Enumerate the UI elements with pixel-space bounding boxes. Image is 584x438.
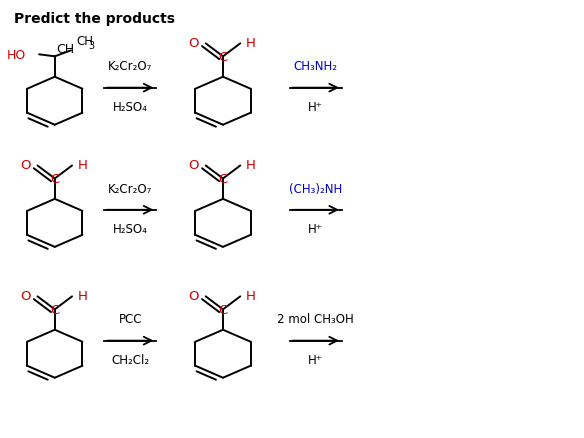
Text: H: H	[246, 289, 256, 302]
Text: CH: CH	[77, 35, 93, 48]
Text: H⁺: H⁺	[308, 101, 323, 113]
Text: H₂SO₄: H₂SO₄	[113, 101, 148, 113]
Text: O: O	[20, 158, 30, 171]
Text: C: C	[50, 173, 60, 186]
Text: PCC: PCC	[119, 313, 142, 325]
Text: C: C	[218, 303, 228, 316]
Text: O: O	[188, 158, 199, 171]
Text: H: H	[246, 158, 256, 171]
Text: H⁺: H⁺	[308, 223, 323, 236]
Text: CH₃NH₂: CH₃NH₂	[294, 60, 338, 73]
Text: H: H	[78, 289, 88, 302]
Text: O: O	[188, 289, 199, 302]
Text: H: H	[246, 36, 256, 49]
Text: O: O	[188, 36, 199, 49]
Text: 2 mol CH₃OH: 2 mol CH₃OH	[277, 313, 354, 325]
Text: C: C	[218, 173, 228, 186]
Text: 3: 3	[88, 41, 95, 51]
Text: C: C	[218, 51, 228, 64]
Text: H⁺: H⁺	[308, 353, 323, 366]
Text: H: H	[78, 158, 88, 171]
Text: CH₂Cl₂: CH₂Cl₂	[111, 353, 150, 366]
Text: K₂Cr₂O₇: K₂Cr₂O₇	[108, 60, 152, 73]
Text: O: O	[20, 289, 30, 302]
Text: H₂SO₄: H₂SO₄	[113, 223, 148, 236]
Text: CH: CH	[57, 43, 75, 57]
Text: K₂Cr₂O₇: K₂Cr₂O₇	[108, 182, 152, 195]
Text: HO: HO	[6, 49, 26, 62]
Text: (CH₃)₂NH: (CH₃)₂NH	[289, 182, 342, 195]
Text: C: C	[50, 303, 60, 316]
Text: Predict the products: Predict the products	[14, 12, 175, 26]
